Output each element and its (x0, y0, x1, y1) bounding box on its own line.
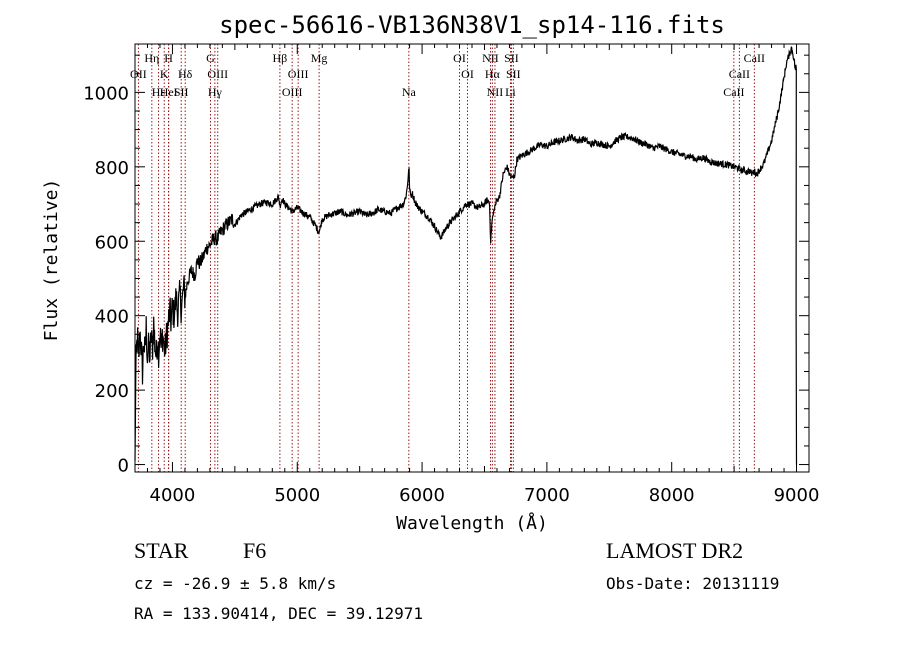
line-marker-label: Mg (311, 51, 328, 65)
line-marker-label: HeI (160, 85, 178, 99)
line-marker-label: K (160, 67, 169, 81)
y-tick-label: 600 (95, 232, 129, 253)
survey-name: LAMOST DR2 (606, 538, 744, 563)
line-marker-label: G (206, 51, 215, 65)
line-marker-label: CaII (723, 85, 744, 99)
line-marker-label: Hα (485, 67, 501, 81)
y-axis-ticks: 0 200 400 600 800 1000 (83, 54, 809, 477)
x-axis-label: Wavelength (Å) (396, 512, 548, 534)
line-marker-label: OIII (282, 85, 303, 99)
line-marker-label: CaII (744, 51, 765, 65)
x-tick-label: 9000 (774, 485, 820, 506)
line-marker-label: SII (504, 51, 519, 65)
chart-title: spec-56616-VB136N38V1_sp14-116.fits (219, 11, 725, 39)
line-marker-label: OI (461, 67, 474, 81)
line-marker-label: H (164, 51, 173, 65)
y-tick-label: 200 (95, 381, 129, 402)
y-tick-label: 1000 (83, 83, 129, 104)
object-subclass: F6 (243, 538, 267, 563)
y-axis-label: Flux (relative) (41, 179, 62, 342)
coordinates: RA = 133.90414, DEC = 39.12971 (134, 604, 423, 623)
spectrum-line (134, 46, 798, 465)
line-marker-label: NII (482, 51, 499, 65)
redshift-text: cz = -26.9 ± 5.8 km/s (134, 574, 337, 593)
y-tick-label: 400 (95, 307, 129, 328)
object-class: STAR (134, 538, 189, 563)
line-marker-label: Hβ (273, 51, 288, 65)
line-marker-label: Hη (144, 51, 159, 65)
line-marker-label: OIII (288, 67, 309, 81)
x-tick-label: 5000 (274, 485, 320, 506)
y-tick-label: 0 (118, 456, 129, 477)
plot-frame (134, 43, 810, 473)
x-tick-label: 6000 (399, 485, 445, 506)
spectral-line-markers (137, 44, 755, 472)
line-marker-label: SII (506, 67, 521, 81)
line-marker-label: Hε (152, 85, 166, 99)
x-tick-label: 7000 (524, 485, 570, 506)
line-marker-label: OIII (207, 67, 228, 81)
x-tick-label: 4000 (150, 485, 196, 506)
line-marker-label: SII (174, 85, 189, 99)
x-tick-label: 8000 (649, 485, 695, 506)
x-axis-ticks: 4000 5000 6000 7000 8000 9000 (146, 44, 820, 506)
line-marker-label: CaII (729, 67, 750, 81)
y-tick-label: 800 (95, 158, 129, 179)
line-marker-label: NII (487, 85, 504, 99)
line-marker-label: Hγ (208, 85, 223, 99)
line-marker-label: Na (402, 85, 417, 99)
line-marker-label: Li (505, 85, 516, 99)
line-marker-label: OI (453, 51, 466, 65)
observation-date: Obs-Date: 20131119 (606, 574, 780, 593)
line-marker-label: Hδ (178, 67, 193, 81)
